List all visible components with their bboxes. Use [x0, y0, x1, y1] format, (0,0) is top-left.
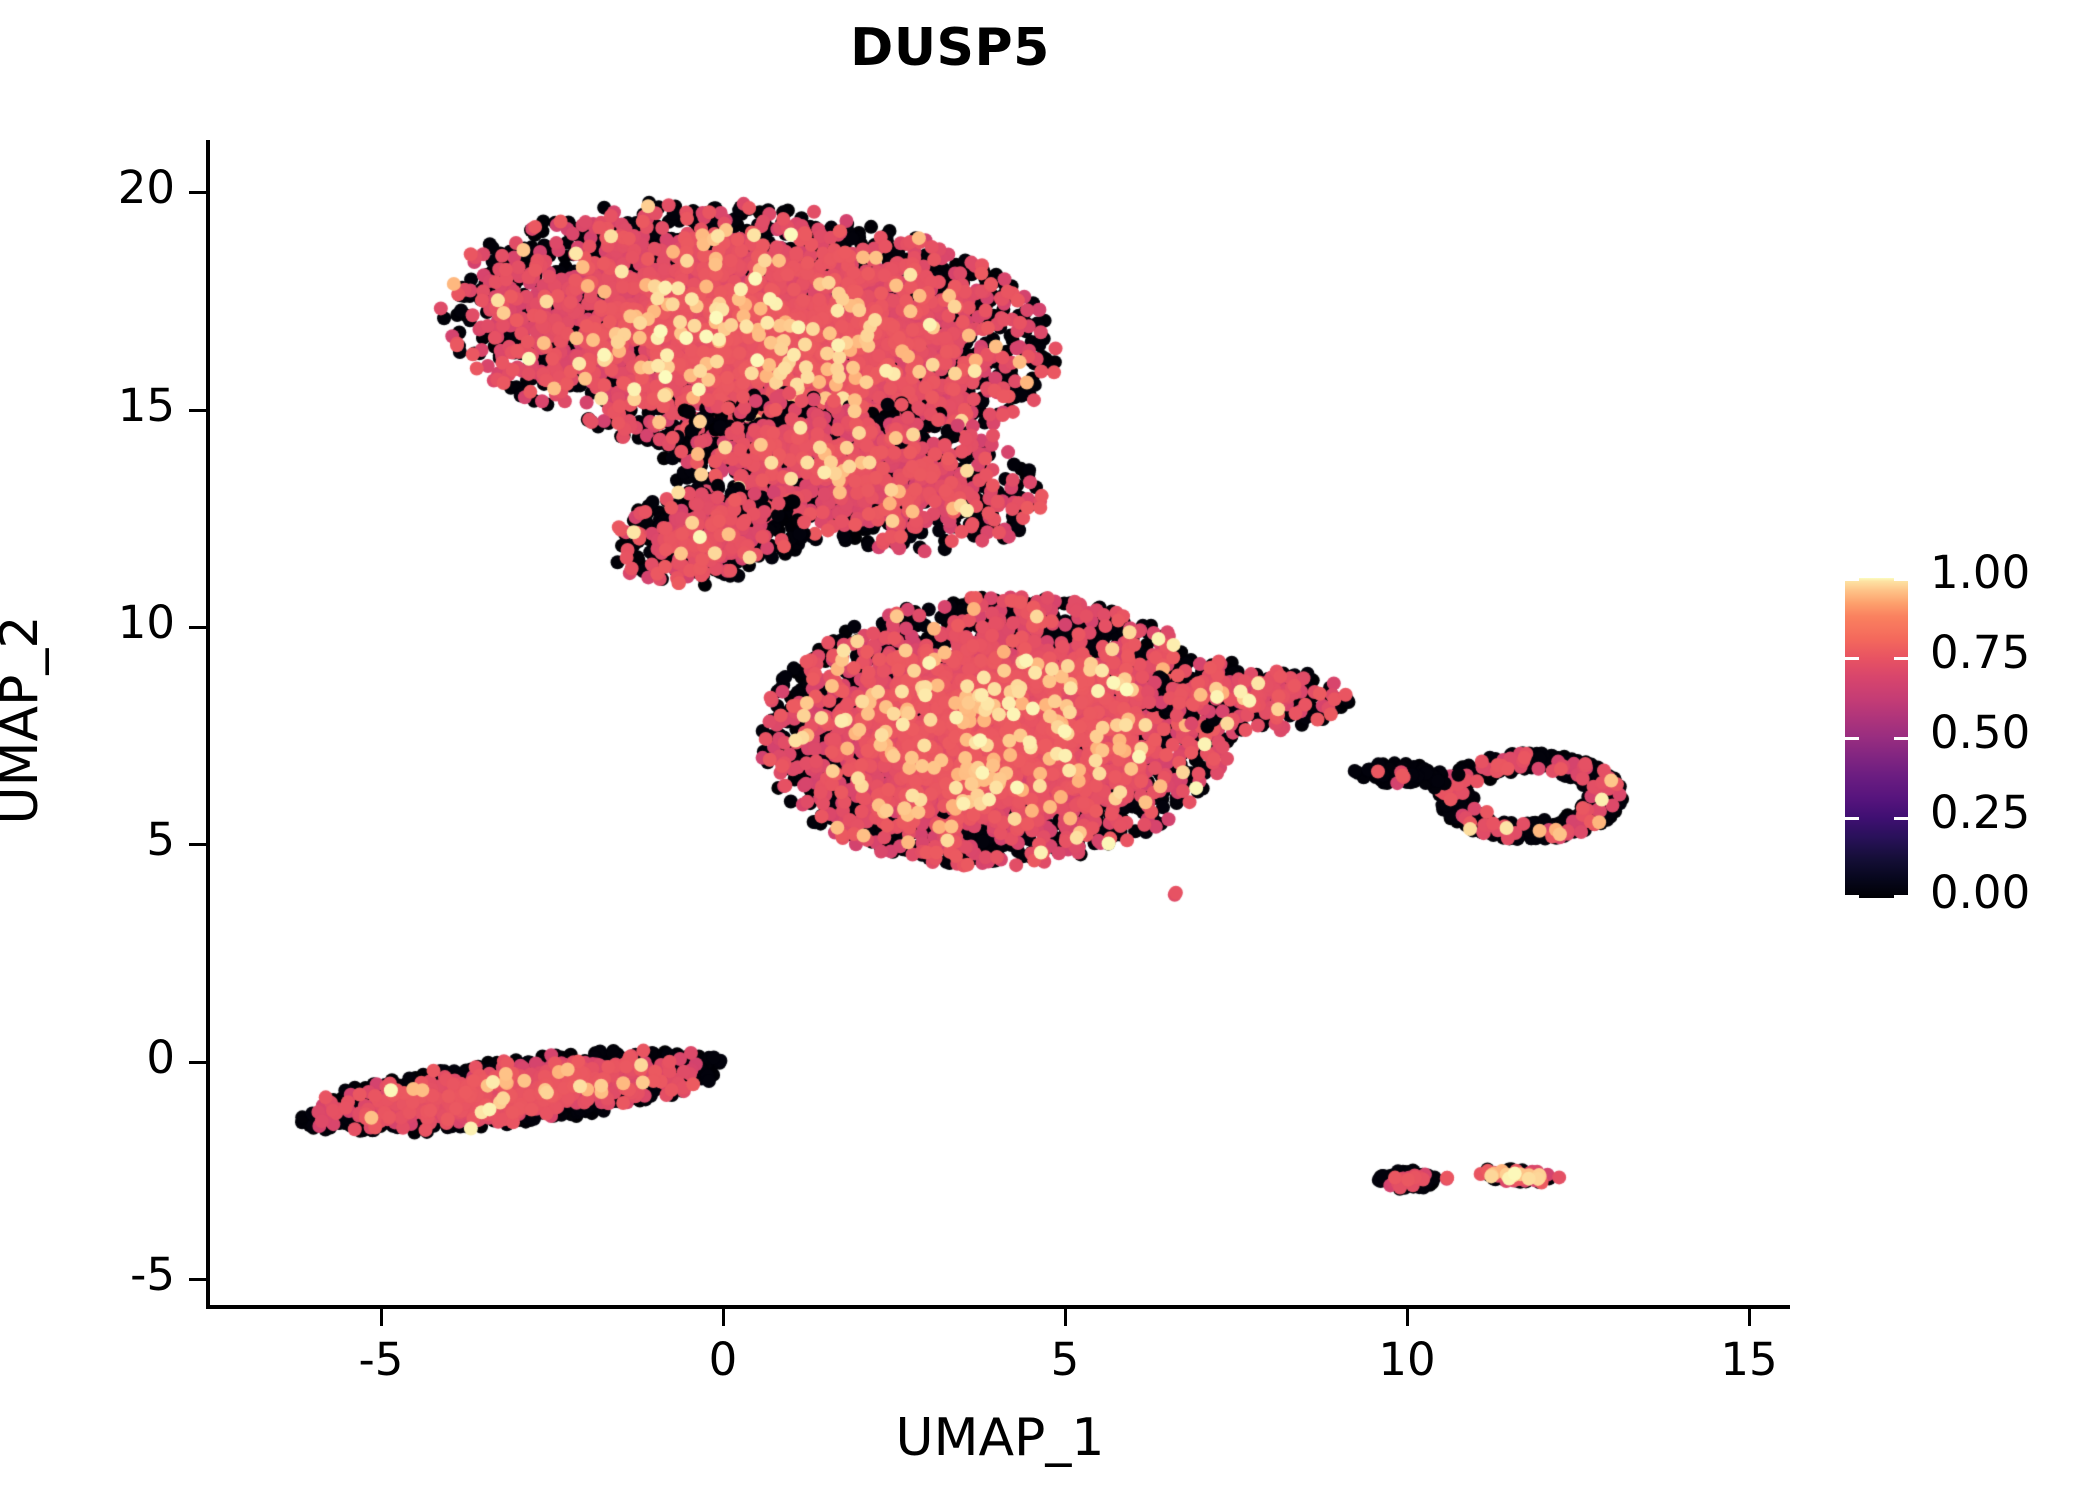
colorbar-tick-mark: [1845, 895, 1859, 898]
y-axis-label: UMAP_2: [0, 615, 50, 824]
scatter-points-canvas: [210, 140, 1790, 1305]
colorbar-tick-mark: [1845, 657, 1859, 660]
y-tick-mark: [189, 843, 206, 847]
x-axis-spine: [206, 1305, 1790, 1309]
page-title: DUSP5: [850, 18, 1050, 78]
x-tick-label: 10: [1378, 1333, 1436, 1386]
y-tick-mark: [189, 191, 206, 195]
y-tick-mark: [189, 625, 206, 629]
colorbar-tick-mark: [1894, 817, 1908, 820]
y-tick-label: 15: [117, 378, 175, 432]
x-tick-label: 0: [708, 1333, 738, 1386]
colorbar: 1.00 0.75 0.50 0.25 0.00: [1845, 549, 2030, 916]
x-tick-mark: [1405, 1309, 1409, 1326]
x-tick-mark: [1747, 1309, 1751, 1326]
colorbar-tick-mark: [1894, 737, 1908, 740]
scatter-plot-area: [210, 140, 1790, 1305]
x-tick-mark: [721, 1309, 725, 1326]
colorbar-tick-mark: [1894, 578, 1908, 581]
colorbar-tick-mark: [1845, 817, 1859, 820]
y-axis-spine: [206, 140, 210, 1309]
colorbar-tick-mark: [1894, 895, 1908, 898]
colorbar-tick-label: 0.50: [1930, 706, 2031, 759]
colorbar-tick-mark: [1845, 737, 1859, 740]
colorbar-tick-label: 0.75: [1930, 626, 2031, 679]
y-tick-label: 5: [146, 813, 175, 867]
colorbar-tick-mark: [1894, 657, 1908, 660]
colorbar-tick-label: 0.25: [1930, 786, 2031, 839]
y-tick-label: 20: [117, 161, 175, 215]
x-tick-mark: [379, 1309, 383, 1326]
x-tick-label: 5: [1050, 1333, 1080, 1386]
colorbar-tick-mark: [1845, 578, 1859, 581]
y-tick-label: 0: [146, 1030, 175, 1084]
x-axis-label: UMAP_1: [895, 1408, 1105, 1468]
y-tick-mark: [189, 1060, 206, 1064]
y-tick-mark: [189, 408, 206, 412]
x-tick-label: 15: [1720, 1333, 1778, 1386]
y-tick-label: 10: [117, 595, 175, 649]
plot-axes: -5 0 5 10 15 20 15 10 5 0 -5 UMAP_1 UMAP_2: [0, 140, 1790, 1468]
x-tick-mark: [1063, 1309, 1067, 1326]
y-tick-label: -5: [130, 1247, 175, 1301]
colorbar-tick-label: 1.00: [1930, 546, 2031, 599]
colorbar-tick-label: 0.00: [1930, 866, 2031, 919]
y-tick-mark: [189, 1277, 206, 1281]
x-tick-label: -5: [358, 1333, 404, 1386]
